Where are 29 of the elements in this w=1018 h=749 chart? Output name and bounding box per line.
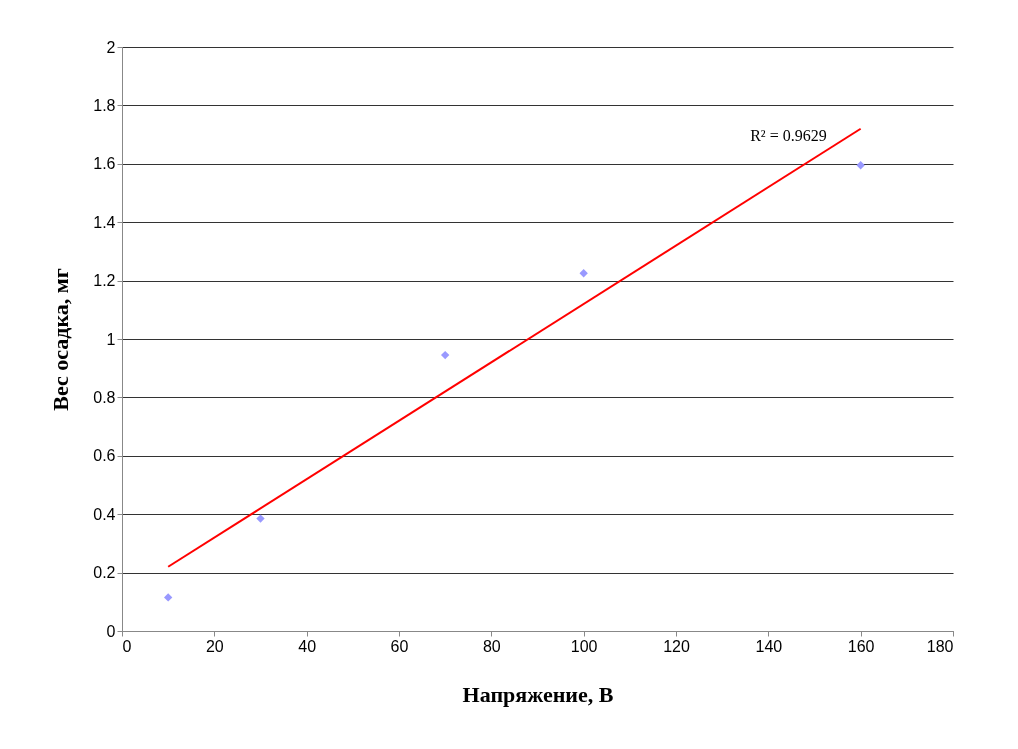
point — [256, 514, 265, 523]
y-tick-label: 1.4 — [93, 213, 116, 231]
y-tick-label: 0.6 — [93, 447, 116, 465]
y-tick-label: 0.8 — [93, 388, 116, 406]
x-tick-label: 120 — [663, 637, 690, 655]
x-tick-label: 20 — [205, 637, 224, 655]
y-tick-label: 0.2 — [93, 564, 116, 582]
x-tick-label: 160 — [847, 637, 875, 655]
y-tick-label: 1 — [106, 330, 116, 348]
y-tick-label: 0 — [106, 622, 116, 640]
point — [579, 269, 588, 278]
x-tick-label: 60 — [390, 637, 409, 655]
y-tick-label: 0.4 — [93, 505, 116, 523]
y-tick-label: 2 — [106, 38, 116, 56]
x-tick-label: 0 — [122, 637, 132, 655]
y-axis-title: Вес осадка, мг — [48, 268, 74, 411]
x-axis-title: Напряжение, В — [462, 681, 614, 707]
y-tick-label: 1.6 — [93, 155, 116, 173]
x-tick-label: 100 — [570, 637, 598, 655]
point — [163, 593, 173, 602]
point — [440, 350, 450, 360]
x-tick-label: 140 — [755, 637, 783, 655]
x-tick-label: 180 — [926, 637, 954, 655]
y-tick-label: 1.8 — [93, 96, 116, 114]
point — [856, 161, 865, 170]
annotation: R² = 0.9629 — [750, 126, 827, 144]
x-tick-label: 80 — [482, 637, 501, 655]
x-tick-label: 40 — [298, 637, 317, 655]
y-tick-label: 1.2 — [93, 272, 116, 290]
